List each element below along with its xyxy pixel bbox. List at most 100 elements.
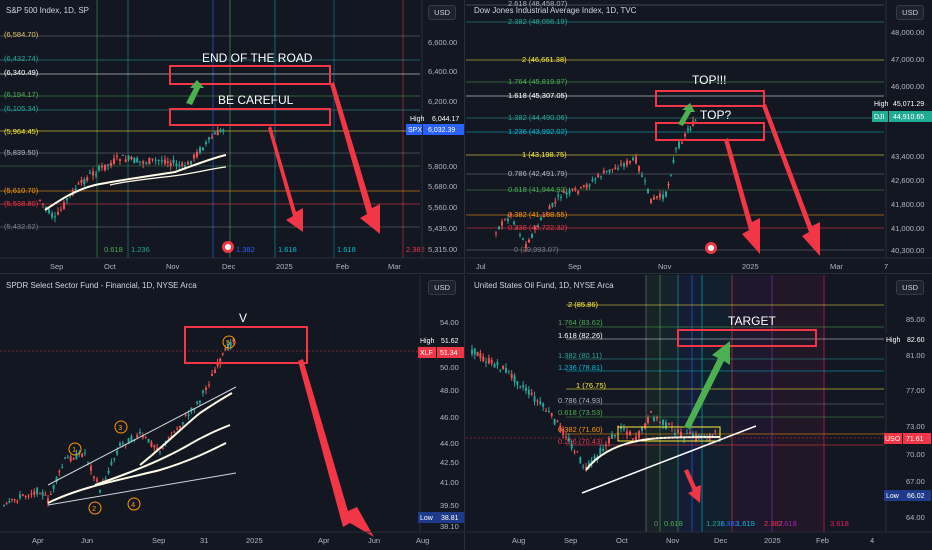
dji-fib-label: 1.764 (45,819.97) xyxy=(508,77,568,86)
candle xyxy=(623,428,625,430)
us-flag-icon[interactable] xyxy=(705,242,717,254)
candle xyxy=(116,450,119,455)
xlf-price-value: 51.34 xyxy=(440,350,458,357)
xlf-high-tag: High 51.62 xyxy=(418,335,464,346)
dji-fib-label: 1.236 (43,992.02) xyxy=(508,127,568,136)
candle xyxy=(49,493,52,495)
candle xyxy=(208,384,210,386)
xlf-currency-button[interactable]: USD xyxy=(428,280,456,295)
candle xyxy=(33,491,36,495)
candle xyxy=(677,429,679,433)
candle xyxy=(77,183,80,185)
candle xyxy=(522,385,525,388)
spx-fib-labels: (6,584.70) (6,432.74) (6,340.49) (6,194.… xyxy=(4,30,39,231)
candle xyxy=(106,164,110,166)
candle xyxy=(611,168,614,170)
xlf-chart-panel[interactable]: V 1 2 3 4 5 54.00 52.00 50.00 48.00 xyxy=(0,275,465,550)
candle xyxy=(602,170,605,174)
candle xyxy=(635,156,637,164)
candle xyxy=(672,159,675,163)
candle xyxy=(56,211,60,215)
spx-time-fib: 1.618 xyxy=(337,245,356,254)
candle xyxy=(52,484,55,489)
us-flag-icon[interactable] xyxy=(222,241,234,253)
candle xyxy=(21,494,24,496)
uso-low-tag: Low 66.02 xyxy=(884,490,931,501)
candle xyxy=(8,500,11,503)
candle xyxy=(88,172,92,174)
uso-time-tick: Sep xyxy=(564,536,577,545)
xlf-moving-average xyxy=(47,442,227,504)
candle xyxy=(496,361,499,366)
spx-chart-panel[interactable]: (6,584.70) (6,432.74) (6,340.49) (6,194.… xyxy=(0,0,465,274)
candle xyxy=(582,185,585,187)
candle xyxy=(214,369,216,373)
dji-currency-button[interactable]: USD xyxy=(896,5,924,20)
candle xyxy=(121,442,124,444)
candle xyxy=(684,133,686,137)
candle xyxy=(516,381,519,386)
spx-fib-label: (5,610.70) xyxy=(4,186,39,195)
spx-fib-label: (6,432.74) xyxy=(4,54,39,63)
candle xyxy=(678,141,680,149)
candle xyxy=(198,147,202,153)
candle xyxy=(36,487,39,495)
candle xyxy=(55,477,58,482)
xlf-upper-channel-line xyxy=(47,386,237,486)
candle xyxy=(139,431,141,434)
xlf-time-tick: Jun xyxy=(368,536,380,545)
xlf-time-axis[interactable]: Apr Jun Sep 31 2025 Apr Jun Aug xyxy=(32,536,429,545)
spx-time-fib-lines xyxy=(96,0,404,258)
candle xyxy=(64,457,66,459)
uso-fib-label: 1 (76.75) xyxy=(576,381,607,390)
dji-price-value: 44,910.65 xyxy=(893,114,924,121)
uso-target-box xyxy=(677,329,817,347)
candle xyxy=(683,438,685,440)
spx-currency-button[interactable]: USD xyxy=(428,5,456,20)
candle xyxy=(545,410,547,412)
candle xyxy=(195,152,199,157)
candle xyxy=(144,437,147,439)
spx-time-axis[interactable]: Sep Oct Nov Dec 2025 Feb Mar xyxy=(50,262,401,271)
candle xyxy=(527,389,530,395)
candle xyxy=(528,239,530,243)
xlf-red-arrow xyxy=(298,359,374,537)
candle xyxy=(498,226,500,230)
candle xyxy=(647,417,649,423)
candle xyxy=(97,166,101,171)
candle xyxy=(205,387,207,391)
uso-chart: 2 (85.86) 1.764 (83.62) 1.618 (82.26) 1.… xyxy=(466,275,932,545)
candle xyxy=(513,221,515,225)
candle xyxy=(540,217,542,220)
candle xyxy=(507,370,510,372)
dji-chart-panel[interactable]: 2.618 (48,458.07) 2.382 (48,056.19) 2 (4… xyxy=(466,0,932,274)
candle xyxy=(153,445,156,448)
candle xyxy=(502,365,505,370)
xlf-chart-title: SPDR Select Sector Fund - Financial, 1D,… xyxy=(6,281,197,290)
spx-time-tick: Nov xyxy=(166,262,180,271)
uso-time-fib: 1.618 xyxy=(736,519,755,528)
candle xyxy=(179,426,181,429)
uso-price-axis[interactable]: 85.00 81.00 77.00 73.00 70.00 67.00 64.0… xyxy=(906,315,925,522)
uso-currency-button[interactable]: USD xyxy=(896,280,924,295)
spx-fib-label: (6,105.34) xyxy=(4,104,39,113)
spx-time-tick: Oct xyxy=(104,262,117,271)
candle xyxy=(659,193,661,198)
dji-price-tick: 42,600.00 xyxy=(891,176,924,185)
candle xyxy=(605,170,608,172)
spx-candles xyxy=(38,126,225,223)
spx-time-fib: 1.382 xyxy=(236,245,255,254)
uso-time-axis[interactable]: Aug Sep Oct Nov Dec 2025 Feb 4 xyxy=(512,536,874,545)
uso-fib-label: 1.382 (80.11) xyxy=(558,351,603,360)
dji-price-axis[interactable]: 48,000.00 47,000.00 46,000.00 43,400.00 … xyxy=(891,28,924,255)
candle xyxy=(632,158,634,161)
spx-high-tag: High 6,044.17 xyxy=(410,116,459,123)
dji-time-axis[interactable]: Jul Sep Nov 2025 Mar 7 xyxy=(476,262,888,271)
xlf-price-tick: 38.10 xyxy=(440,522,459,531)
candle xyxy=(479,353,482,359)
candle xyxy=(201,147,205,151)
candle xyxy=(130,156,133,160)
uso-chart-panel[interactable]: 2 (85.86) 1.764 (83.62) 1.618 (82.26) 1.… xyxy=(466,275,932,550)
spx-price-axis[interactable]: 6,600.00 6,400.00 6,200.00 5,800.00 5,68… xyxy=(428,38,457,254)
xlf-low-tag: Low 38.81 xyxy=(418,512,464,523)
